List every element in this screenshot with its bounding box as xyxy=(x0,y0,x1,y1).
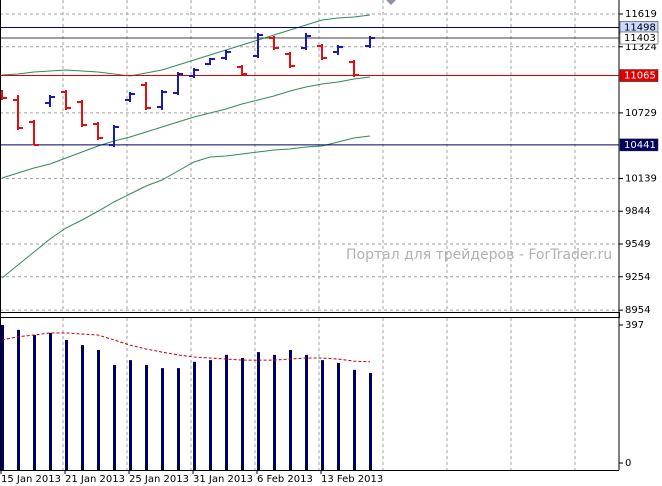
y-tick-label: 10139 xyxy=(625,173,657,184)
y-tick-label: 9549 xyxy=(625,239,650,250)
volume-bar xyxy=(193,361,196,470)
x-tick-label: 13 Feb 2013 xyxy=(321,474,383,485)
volume-bar xyxy=(161,368,164,470)
volume-bar xyxy=(49,332,52,470)
level-label-bg xyxy=(619,138,659,152)
y-tick-label: 397 xyxy=(625,320,644,331)
volume-bar xyxy=(129,360,132,470)
level-label-bg xyxy=(619,31,659,45)
volume-bar xyxy=(81,345,84,470)
x-tick-label: 21 Jan 2013 xyxy=(65,474,125,485)
volume-bar xyxy=(209,360,212,470)
indicator-line xyxy=(1,76,371,179)
y-tick-label: 11619 xyxy=(625,9,657,20)
volume-bar xyxy=(65,339,68,470)
level-label: 11065 xyxy=(624,71,656,82)
volume-bar xyxy=(305,354,308,470)
level-label: 11498 xyxy=(624,22,656,33)
volume-bar xyxy=(97,350,100,470)
volume-bar xyxy=(257,352,260,470)
volume-bar xyxy=(145,364,148,470)
panel-frame xyxy=(0,312,620,318)
y-tick-label: 8954 xyxy=(625,305,650,316)
volume-bar xyxy=(353,369,356,470)
volume-bar xyxy=(337,362,340,470)
level-label-bg xyxy=(619,69,659,82)
x-tick-label: 25 Jan 2013 xyxy=(129,474,189,485)
x-tick-label: 31 Jan 2013 xyxy=(193,474,253,485)
volume-bar xyxy=(321,360,324,470)
indicator-line xyxy=(1,14,371,77)
volume-bar xyxy=(273,354,276,470)
volume-bar xyxy=(177,368,180,470)
x-tick-label: 6 Feb 2013 xyxy=(257,474,313,485)
indicator-line xyxy=(1,332,371,363)
volume-bar xyxy=(1,324,4,470)
level-label: 10441 xyxy=(624,140,656,151)
y-tick-label: 0 xyxy=(625,458,631,469)
y-tick-label: 11324 xyxy=(625,42,657,53)
volume-bar xyxy=(241,358,244,470)
indicator-line xyxy=(1,135,371,279)
level-label: 11403 xyxy=(624,33,656,44)
watermark: Портал для трейдеров - ForTrader.ru xyxy=(346,247,612,263)
volume-bar xyxy=(113,364,116,470)
volume-bar xyxy=(33,335,36,470)
volume-bar xyxy=(225,354,228,470)
y-tick-label: 10729 xyxy=(625,108,657,119)
x-tick-label: 15 Jan 2013 xyxy=(1,474,61,485)
volume-bar xyxy=(369,372,372,470)
volume-bar xyxy=(289,350,292,470)
y-tick-label: 9254 xyxy=(625,272,650,283)
volume-bar xyxy=(17,329,20,470)
y-tick-label: 9844 xyxy=(625,206,650,217)
scroll-marker xyxy=(386,0,396,5)
